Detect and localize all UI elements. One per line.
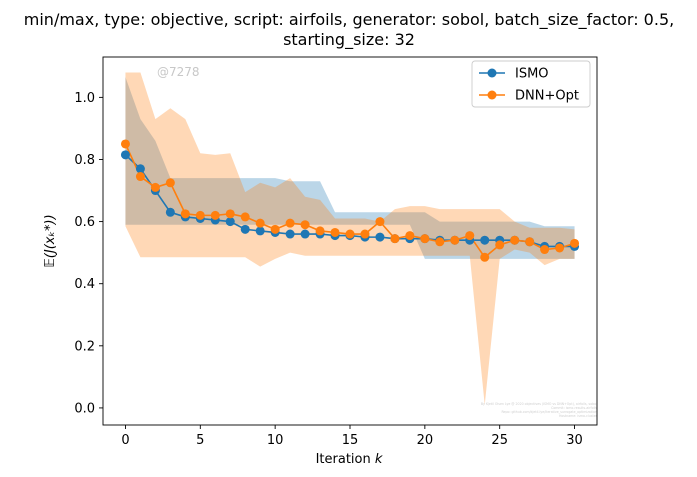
ismo-point	[135, 164, 145, 174]
dnn-opt-point	[345, 229, 355, 239]
x-axis-ticks: 0 5 10 15 20 25 30	[121, 425, 583, 448]
dnn-opt-point	[225, 209, 235, 219]
dnn-opt-point	[510, 235, 520, 245]
dnn-opt-point	[195, 210, 205, 220]
dnn-opt-point	[285, 218, 295, 228]
ismo-point	[240, 224, 250, 234]
fine-print-line-1: By Kjetil Olsen Lye @ 2020 objectives (I…	[481, 402, 597, 406]
y-tick-label: 0.4	[74, 277, 95, 292]
dnn-opt-point	[465, 231, 475, 241]
x-tick-label: 25	[491, 433, 508, 448]
dnn-opt-point	[375, 217, 385, 227]
chart-title-line-1: min/max, type: objective, script: airfoi…	[24, 10, 674, 30]
dnn-opt-point	[390, 234, 400, 244]
dnn-opt-point	[180, 209, 190, 219]
y-tick-label: 1.0	[74, 91, 95, 106]
x-axis-label-prefix: Iteration	[316, 452, 375, 467]
legend-dnn-opt-marker	[487, 90, 497, 100]
dnn-opt-point	[450, 235, 460, 245]
ismo-point	[375, 232, 385, 242]
chart-title-line-2: starting_size: 32	[283, 30, 415, 50]
dnn-opt-point	[270, 224, 280, 234]
y-axis-ticks: 0.0 0.2 0.4 0.6 0.8 1.0	[74, 91, 103, 416]
ismo-point	[165, 207, 175, 217]
x-tick-label: 30	[566, 433, 583, 448]
x-tick-label: 15	[342, 433, 359, 448]
dnn-opt-point	[480, 252, 490, 262]
ismo-point	[480, 235, 490, 245]
dnn-opt-point	[570, 238, 580, 248]
dnn-opt-point	[360, 229, 370, 239]
dnn-opt-point	[330, 227, 340, 237]
dnn-opt-point	[210, 210, 220, 220]
dnn-opt-point	[405, 231, 415, 241]
dnn-opt-point	[240, 212, 250, 222]
dnn-opt-point	[525, 237, 535, 247]
dnn-opt-point	[540, 245, 550, 255]
legend-dnn-opt-label: DNN+Opt	[515, 89, 579, 104]
dnn-opt-point	[150, 182, 160, 192]
fine-print: By Kjetil Olsen Lye @ 2020 objectives (I…	[481, 402, 598, 418]
y-tick-label: 0.0	[74, 401, 95, 416]
ismo-min-max-band	[125, 77, 575, 259]
legend-ismo-marker	[487, 68, 497, 78]
watermark: @7278	[157, 65, 200, 79]
legend-ismo-label: ISMO	[515, 67, 549, 82]
dnn-opt-point	[315, 226, 325, 236]
x-tick-label: 5	[196, 433, 204, 448]
dnn-opt-point	[420, 234, 430, 244]
dnn-opt-point	[135, 172, 145, 182]
plot-area	[120, 72, 580, 405]
dnn-opt-point	[255, 218, 265, 228]
fine-print-line-4: Hostname: ismo-cluster	[559, 414, 598, 418]
fine-print-line-3: Repo: github.com/kjetil-lye/iterative_su…	[501, 410, 597, 414]
ismo-point	[285, 229, 295, 239]
series-markers	[120, 139, 580, 262]
x-axis-label: Iteration k	[316, 452, 383, 467]
x-tick-label: 0	[121, 433, 129, 448]
x-tick-label: 20	[417, 433, 434, 448]
y-tick-label: 0.6	[74, 215, 95, 230]
dnn-opt-point	[555, 243, 565, 253]
dnn-opt-point	[300, 220, 310, 230]
fine-print-line-2: Commit: ismo-results-airfoils	[551, 406, 597, 410]
ismo-point	[120, 150, 130, 160]
dnn-opt-point	[435, 237, 445, 247]
dnn-opt-point	[120, 139, 130, 149]
legend: ISMO DNN+Opt	[471, 60, 591, 108]
dnn-opt-point	[165, 178, 175, 188]
dnn-opt-point	[495, 240, 505, 250]
ismo-point	[255, 226, 265, 236]
ismo-point	[225, 217, 235, 227]
x-tick-label: 10	[267, 433, 284, 448]
y-axis-label: 𝔼(J(xₖ*))	[43, 214, 58, 267]
x-axis-label-variable: k	[375, 452, 383, 467]
y-tick-label: 0.2	[74, 339, 95, 354]
y-tick-label: 0.8	[74, 153, 95, 168]
ismo-point	[300, 229, 310, 239]
